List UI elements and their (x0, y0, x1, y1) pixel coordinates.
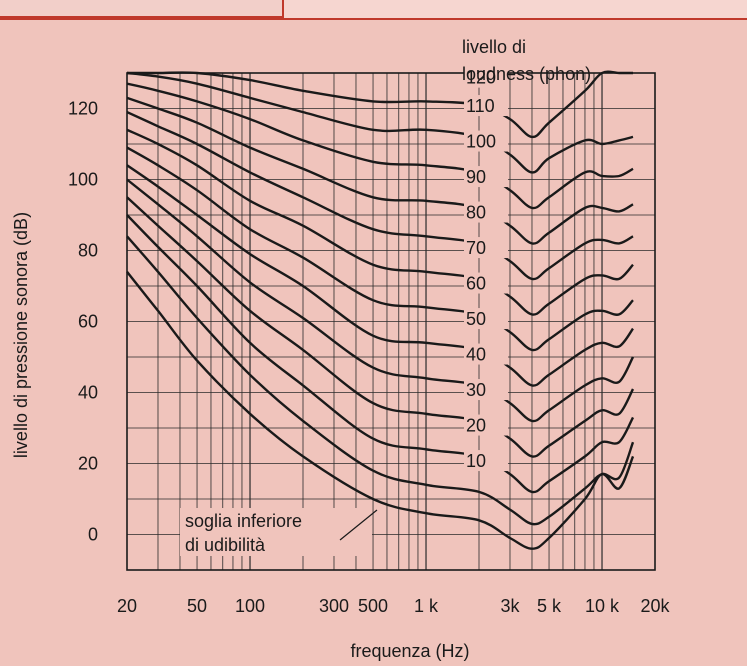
y-tick-label: 80 (78, 241, 98, 261)
phon-labels: 10 20 30 40 50 60 70 80 90 100 110 120 (464, 66, 508, 472)
curve-label-50: 50 (466, 309, 486, 329)
top-frame-rule (0, 18, 747, 20)
x-tick-label: 1 k (414, 596, 439, 616)
y-tick-label: 100 (68, 170, 98, 190)
curve-label-bg (464, 414, 508, 436)
curve-70-line (126, 128, 634, 316)
x-tick-label: 3k (500, 596, 520, 616)
y-axis-label: livello di pressione sonora (dB) (11, 212, 31, 458)
curve-label-bg (464, 450, 508, 472)
curve-label-bg (464, 379, 508, 401)
tick-labels: 20 50 100 300 500 1 k 3k 5 k 10 k 20k 0 20 40 60 80 100… (68, 99, 671, 617)
curve-90-line (126, 96, 634, 245)
plot-frame (126, 72, 656, 571)
curve-40-line (126, 178, 635, 423)
y-tick-label: 20 (78, 454, 98, 474)
top-frame-tab (0, 0, 284, 18)
legend-title-line-2: loudness (phon) (462, 64, 591, 84)
curve-label-bg (464, 343, 508, 365)
curve-label-bg (464, 272, 508, 294)
x-axis-label: frequenza (Hz) (350, 641, 469, 661)
curve-label-100: 100 (466, 132, 496, 152)
curve-label-20: 20 (466, 416, 486, 436)
x-tick-label: 300 (319, 596, 349, 616)
x-tick-label: 20k (640, 596, 670, 616)
curve-label-90: 90 (466, 167, 486, 187)
curve-60-line (126, 146, 634, 352)
curve-110-line (126, 71, 634, 174)
curve-soglia-line (126, 271, 635, 550)
curve-label-bg (464, 166, 508, 188)
curve-label-bg (464, 308, 508, 330)
y-tick-label: 120 (68, 99, 98, 119)
legend-title-line-1: livello di (462, 37, 526, 57)
x-tick-label: 100 (235, 596, 265, 616)
y-tick-label: 0 (88, 525, 98, 545)
x-tick-label: 50 (187, 596, 207, 616)
curve-label-70: 70 (466, 238, 486, 258)
curve-label-bg (464, 95, 508, 117)
loudness-curves (126, 70, 635, 550)
y-tick-label: 40 (78, 383, 98, 403)
curve-label-110: 110 (466, 96, 495, 116)
curve-20-line (126, 214, 635, 494)
annotation-line-2: di udibilità (185, 535, 266, 555)
curve-30-line (126, 196, 635, 458)
annotation-line-1: soglia inferiore (185, 511, 302, 531)
x-tick-label: 20 (117, 596, 137, 616)
curve-label-40: 40 (466, 345, 486, 365)
curve-label-120: 120 (466, 68, 496, 88)
curve-label-bg (464, 237, 508, 259)
annotation-box (180, 508, 372, 556)
x-tick-label: 10 k (585, 596, 620, 616)
curve-label-bg (464, 66, 508, 88)
curve-label-80: 80 (466, 203, 486, 223)
curve-label-bg (464, 130, 508, 152)
grid-lines (127, 73, 655, 570)
curve-label-60: 60 (466, 274, 486, 294)
x-tick-label: 5 k (537, 596, 562, 616)
annotation-pointer (339, 509, 378, 541)
y-tick-label: 60 (78, 312, 98, 332)
curve-label-10: 10 (466, 451, 486, 471)
x-tick-label: 500 (358, 596, 388, 616)
curve-label-bg (464, 201, 508, 223)
curve-label-30: 30 (466, 380, 486, 400)
curve-10-line (126, 235, 635, 526)
